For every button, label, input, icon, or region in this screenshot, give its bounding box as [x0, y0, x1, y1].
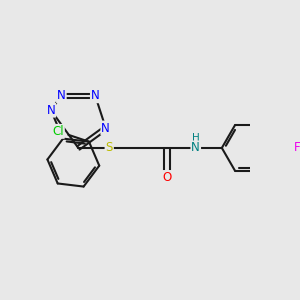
Text: N: N	[101, 122, 110, 134]
Text: N: N	[91, 89, 100, 102]
Text: S: S	[106, 141, 113, 154]
Text: Cl: Cl	[52, 125, 64, 138]
Text: H: H	[192, 133, 200, 143]
Text: N: N	[191, 141, 200, 154]
Text: O: O	[162, 171, 172, 184]
Text: F: F	[293, 141, 300, 154]
Text: N: N	[57, 89, 66, 102]
Text: N: N	[46, 104, 55, 117]
